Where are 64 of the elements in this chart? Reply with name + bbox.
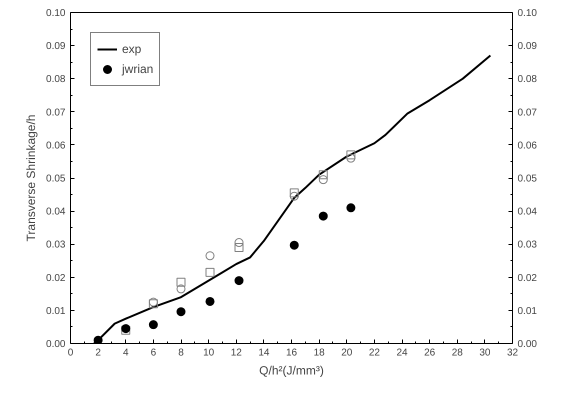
y2-tick-label: 0.10 xyxy=(518,8,538,19)
y2-tick-label: 0.08 xyxy=(518,74,538,86)
point xyxy=(94,336,103,344)
y2-tick-label: 0.07 xyxy=(518,107,538,118)
y-tick-label: 0.02 xyxy=(46,272,66,284)
point xyxy=(176,278,186,287)
x-tick-label: 4 xyxy=(122,348,129,358)
x-tick-label: 14 xyxy=(258,348,270,358)
point xyxy=(290,240,299,250)
point xyxy=(148,320,158,330)
legend-label: exp xyxy=(122,42,142,56)
point xyxy=(346,203,356,212)
x-tick-label: 12 xyxy=(230,348,242,358)
y2-tick-label: 0.09 xyxy=(518,41,538,52)
point xyxy=(206,296,215,306)
point xyxy=(176,307,186,316)
point xyxy=(346,154,356,163)
point xyxy=(346,150,356,160)
point xyxy=(234,276,244,286)
point xyxy=(318,212,328,221)
y2-tick-label: 0.02 xyxy=(518,272,538,284)
y2-tick-label: 0.03 xyxy=(518,240,538,251)
x-axis-title: Q/h²(J/mm³) xyxy=(259,364,324,378)
x-tick-label: 10 xyxy=(203,348,215,358)
legend-label: jwrian xyxy=(122,62,154,76)
point xyxy=(234,238,244,248)
y-tick-label: 0.01 xyxy=(46,306,66,317)
y-tick-label: 0.06 xyxy=(46,140,66,152)
x-tick-label: 16 xyxy=(286,348,298,358)
point xyxy=(318,175,328,184)
y2-tick-label: 0.04 xyxy=(518,206,538,218)
x-tick-label: 8 xyxy=(178,348,184,358)
point xyxy=(206,251,215,260)
y-tick-label: 0.07 xyxy=(46,107,66,118)
x-tick-label: 26 xyxy=(424,348,436,358)
y-tick-label: 0.00 xyxy=(46,339,66,350)
x-tick-label: 6 xyxy=(150,348,157,358)
y2-tick-label: 0.00 xyxy=(518,339,538,350)
x-tick-label: 30 xyxy=(479,348,491,358)
x-tick-label: 18 xyxy=(314,348,326,358)
y-tick-label: 0.09 xyxy=(46,41,66,52)
point xyxy=(290,192,299,201)
line-series xyxy=(92,54,492,344)
y-tick-label: 0.08 xyxy=(46,74,66,86)
point xyxy=(290,188,299,198)
y2-tick-label: 0.05 xyxy=(518,174,538,184)
y2-tick-label: 0.06 xyxy=(518,140,538,152)
y-tick-label: 0.10 xyxy=(46,8,66,19)
x-tick-label: 22 xyxy=(368,348,380,358)
x-tick-label: 24 xyxy=(396,348,408,358)
x-tick-label: 28 xyxy=(452,348,464,358)
y-tick-label: 0.03 xyxy=(46,240,66,251)
y-tick-label: 0.05 xyxy=(46,174,66,184)
point xyxy=(176,284,186,294)
x-tick-label: 0 xyxy=(68,348,74,358)
x-tick-label: 2 xyxy=(95,348,102,358)
point xyxy=(234,243,244,252)
y2-tick-label: 0.01 xyxy=(518,306,538,317)
point xyxy=(318,170,328,180)
y-tick-label: 0.04 xyxy=(46,206,66,218)
x-tick-label: 20 xyxy=(341,348,353,358)
y-axis-title: Transverse Shrinkage/h xyxy=(24,114,38,242)
x-tick-label: 32 xyxy=(506,348,518,358)
point xyxy=(206,268,215,277)
